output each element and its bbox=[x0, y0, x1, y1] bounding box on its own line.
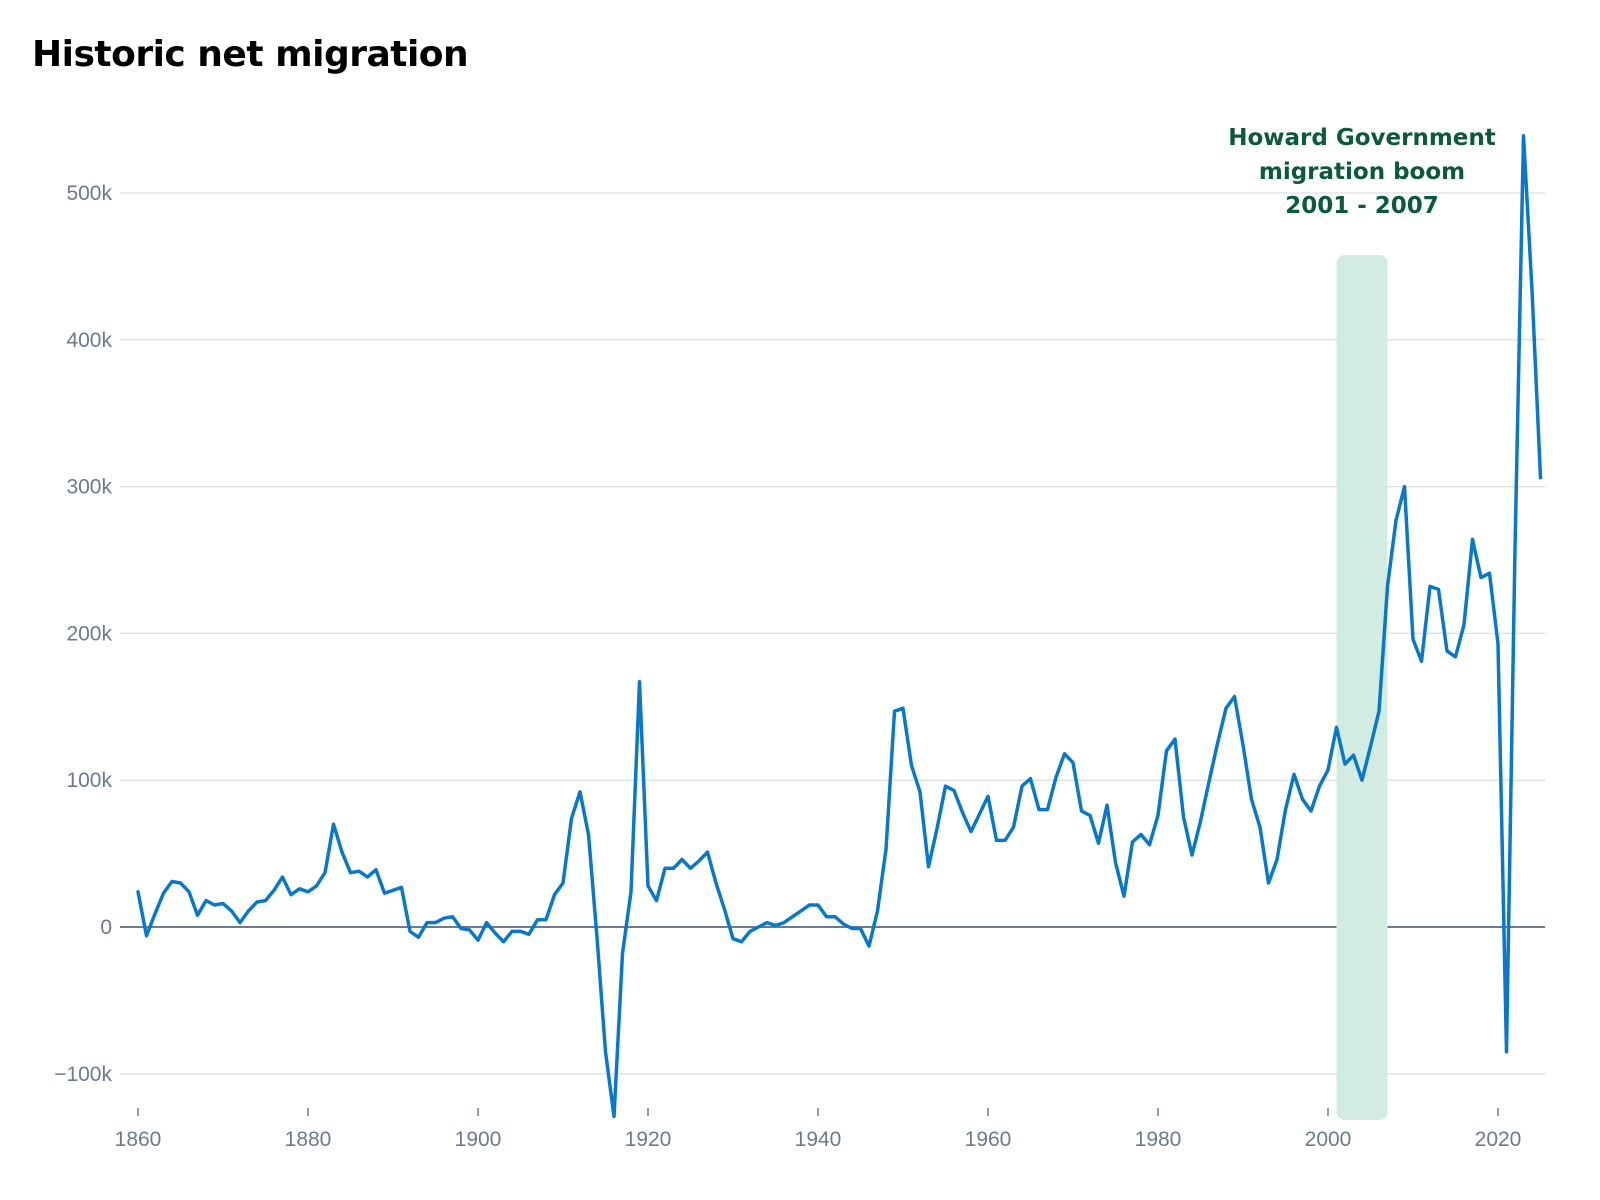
x-tick-label: 1900 bbox=[455, 1128, 502, 1151]
y-tick-label: 400k bbox=[66, 329, 112, 352]
x-tick-label: 1880 bbox=[285, 1128, 332, 1151]
x-axis: 1860 1880 1900 1920 1940 1960 1980 2000 2020 bbox=[115, 1108, 1522, 1151]
y-tick-label: 0 bbox=[100, 916, 112, 939]
highlight-band-group: Howard Government migration boom 2001 - 20… bbox=[1228, 125, 1496, 1120]
y-tick-label: 200k bbox=[66, 622, 112, 645]
x-tick-label: 1920 bbox=[625, 1128, 672, 1151]
x-tick-label: 1860 bbox=[115, 1128, 162, 1151]
x-tick-label: 1980 bbox=[1135, 1128, 1182, 1151]
series-line bbox=[136, 133, 1543, 1119]
x-tick-label: 2000 bbox=[1305, 1128, 1352, 1151]
y-tick-label: −100k bbox=[54, 1063, 112, 1086]
x-tick-label: 1940 bbox=[795, 1128, 842, 1151]
x-tick-label: 2020 bbox=[1475, 1128, 1522, 1151]
highlight-annotation-line: 2001 - 2007 bbox=[1285, 193, 1439, 219]
gridlines bbox=[120, 192, 1545, 1075]
highlight-band bbox=[1336, 255, 1388, 1120]
y-tick-label: 300k bbox=[66, 476, 112, 499]
y-tick-label: 100k bbox=[66, 769, 112, 792]
y-tick-label: 500k bbox=[66, 182, 112, 205]
chart-title: Historic net migration bbox=[32, 34, 469, 75]
y-axis: 500k 400k 300k 200k 100k 0 −100k bbox=[54, 182, 112, 1086]
x-tick-label: 1960 bbox=[965, 1128, 1012, 1151]
series-group bbox=[136, 133, 1543, 1119]
highlight-annotation-line: Howard Government bbox=[1228, 125, 1496, 151]
highlight-annotation-line: migration boom bbox=[1259, 159, 1465, 185]
